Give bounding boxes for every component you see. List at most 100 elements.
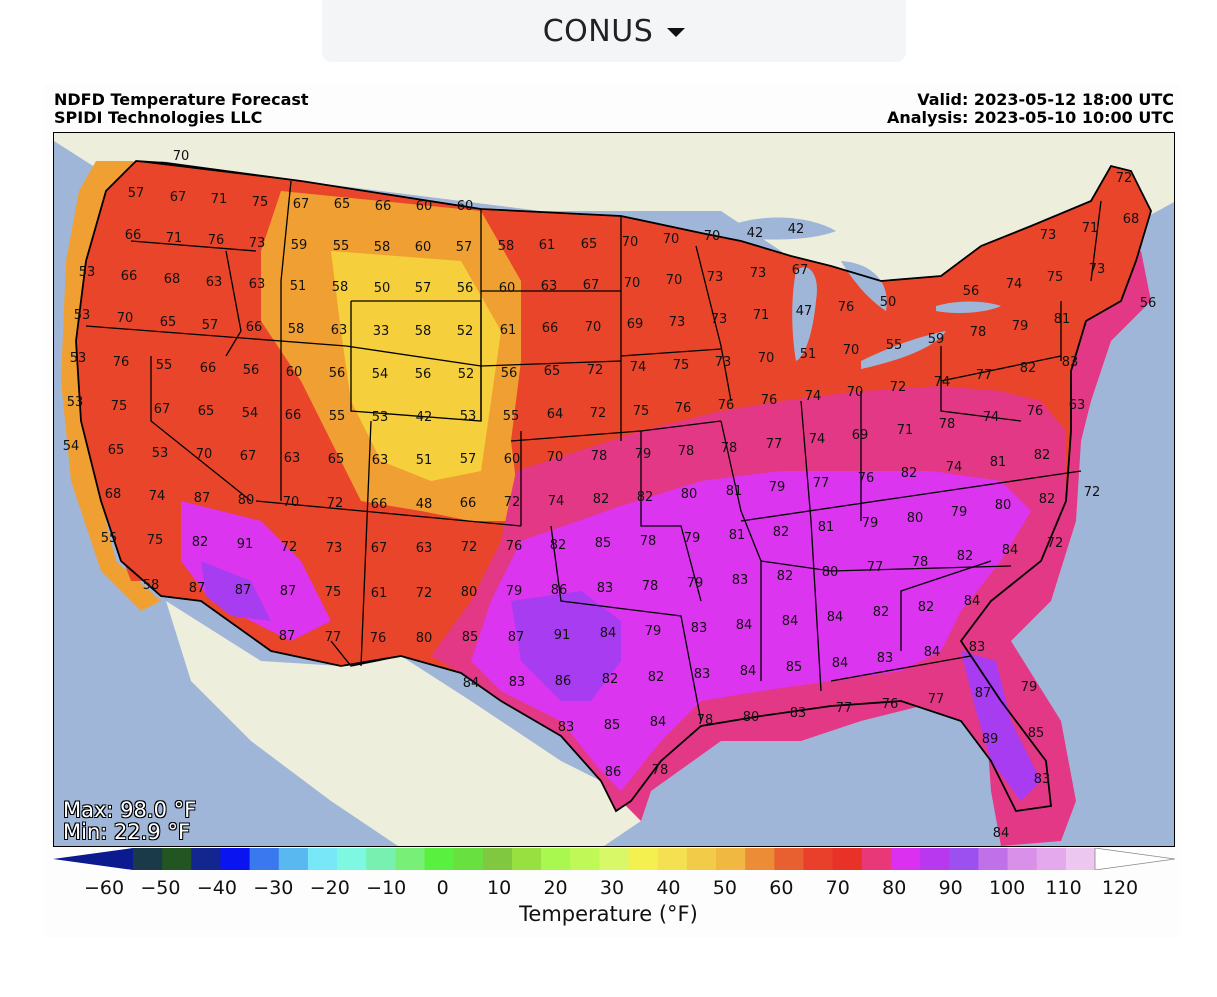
station-value: 83 xyxy=(694,667,711,682)
station-value: 84 xyxy=(463,676,480,691)
station-value: 55 xyxy=(886,338,903,353)
station-value: 70 xyxy=(622,235,639,250)
station-value: 72 xyxy=(890,380,907,395)
pacific-coast-strip xyxy=(79,191,151,581)
station-value: 73 xyxy=(750,266,767,281)
station-value: 77 xyxy=(836,701,853,716)
colorbar-segment xyxy=(686,848,717,870)
station-value: 42 xyxy=(416,410,433,425)
station-value: 72 xyxy=(1116,171,1133,186)
colorbar-tick-label: 70 xyxy=(825,877,850,899)
station-value: 74 xyxy=(630,360,647,375)
station-value: 55 xyxy=(503,409,520,424)
colorbar-segment xyxy=(803,848,834,870)
figure-title: NDFD Temperature Forecast xyxy=(54,90,309,109)
station-value: 79 xyxy=(769,480,786,495)
station-value: 74 xyxy=(1006,277,1023,292)
station-value: 78 xyxy=(642,579,659,594)
colorbar-segment xyxy=(832,848,863,870)
station-value: 82 xyxy=(637,490,654,505)
station-value: 55 xyxy=(329,409,346,424)
station-value: 73 xyxy=(669,315,686,330)
station-value: 56 xyxy=(243,363,260,378)
temperature-colorbar xyxy=(53,848,1175,870)
region-dropdown[interactable]: CONUS xyxy=(322,0,906,62)
colorbar-tick-label: −50 xyxy=(140,877,181,899)
valid-time: Valid: 2023-05-12 18:00 UTC xyxy=(917,90,1174,109)
station-value: 77 xyxy=(766,437,783,452)
station-value: 63 xyxy=(541,279,558,294)
station-value: 78 xyxy=(970,325,987,340)
station-value: 76 xyxy=(858,471,875,486)
station-value: 69 xyxy=(627,317,644,332)
colorbar-segment xyxy=(890,848,921,870)
station-value: 87 xyxy=(279,629,296,644)
figure-header-left: NDFD Temperature Forecast SPIDI Technolo… xyxy=(54,91,309,127)
station-value: 76 xyxy=(675,401,692,416)
station-value: 75 xyxy=(325,585,342,600)
station-value: 78 xyxy=(678,444,695,459)
station-value: 80 xyxy=(822,565,839,580)
station-value: 53 xyxy=(460,409,477,424)
colorbar-segment xyxy=(162,848,192,870)
station-value: 63 xyxy=(206,275,223,290)
colorbar-tick-label: 80 xyxy=(882,877,907,899)
station-value: 58 xyxy=(374,240,391,255)
station-value: 53 xyxy=(67,395,84,410)
station-value: 84 xyxy=(993,826,1010,841)
station-value: 71 xyxy=(753,308,770,323)
station-value: 65 xyxy=(334,197,351,212)
station-value: 50 xyxy=(880,295,897,310)
station-value: 79 xyxy=(635,447,652,462)
station-value: 82 xyxy=(777,569,794,584)
station-value: 76 xyxy=(370,631,387,646)
station-value: 72 xyxy=(281,540,298,555)
station-value: 65 xyxy=(328,452,345,467)
station-values: 70 57 67 71 75 67 65 66 60 60 66 71 76 73 59 55 58 60 57 58… xyxy=(63,149,1157,841)
station-value: 69 xyxy=(852,428,869,443)
station-value: 79 xyxy=(687,576,704,591)
station-value: 84 xyxy=(964,594,981,609)
station-value: 70 xyxy=(196,447,213,462)
station-value: 83 xyxy=(597,581,614,596)
rockies-cool-zone xyxy=(331,251,501,481)
station-value: 75 xyxy=(673,358,690,373)
lake-huron xyxy=(841,261,887,311)
station-value: 55 xyxy=(333,239,350,254)
station-value: 80 xyxy=(743,710,760,725)
colorbar-segment xyxy=(278,848,309,870)
station-value: 57 xyxy=(202,318,219,333)
station-value: 72 xyxy=(504,495,521,510)
station-value: 72 xyxy=(587,363,604,378)
station-value: 79 xyxy=(645,624,662,639)
station-value: 83 xyxy=(1034,772,1051,787)
station-value: 76 xyxy=(838,300,855,315)
station-value: 70 xyxy=(704,229,721,244)
station-value: 51 xyxy=(800,347,817,362)
station-value: 58 xyxy=(288,322,305,337)
station-value: 80 xyxy=(681,487,698,502)
station-value: 78 xyxy=(912,555,929,570)
station-value: 73 xyxy=(711,312,728,327)
station-value: 75 xyxy=(633,404,650,419)
station-value: 76 xyxy=(718,398,735,413)
station-value: 80 xyxy=(238,493,255,508)
station-value: 81 xyxy=(990,455,1007,470)
station-value: 72 xyxy=(1047,536,1064,551)
colorbar-segment xyxy=(1036,848,1067,870)
station-value: 57 xyxy=(415,281,432,296)
colorbar-segment xyxy=(716,848,746,870)
station-value: 77 xyxy=(976,368,993,383)
station-value: 82 xyxy=(918,600,935,615)
station-value: 59 xyxy=(291,238,308,253)
station-value: 68 xyxy=(164,272,181,287)
temperature-map[interactable]: 70 57 67 71 75 67 65 66 60 60 66 71 76 73 59 55 58 60 57 58… xyxy=(53,132,1175,847)
station-value: 83 xyxy=(558,720,575,735)
station-value: 77 xyxy=(928,692,945,707)
station-value: 73 xyxy=(1040,228,1057,243)
desert-hottest-zone xyxy=(201,561,271,621)
station-value: 81 xyxy=(818,520,835,535)
station-value: 77 xyxy=(325,630,342,645)
station-value: 78 xyxy=(652,763,669,778)
station-value: 50 xyxy=(374,281,391,296)
